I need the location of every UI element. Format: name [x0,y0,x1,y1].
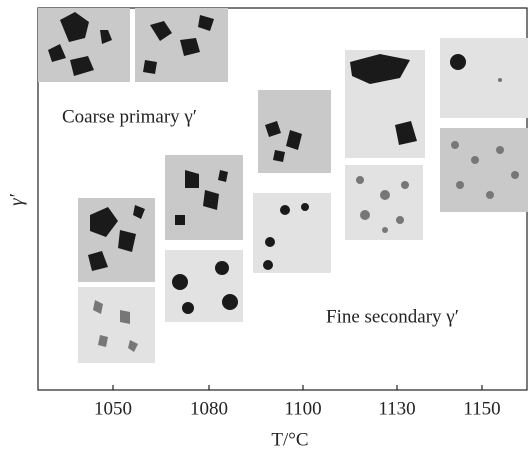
micrographs [38,8,528,363]
x-tick-label: 1150 [463,398,500,419]
x-tick-label: 1080 [190,398,228,419]
x-tick-label: 1100 [284,398,321,419]
annotation: Coarse primary γ′ [62,106,197,127]
annotation: Fine secondary γ′ [326,306,459,327]
x-tick-label: 1050 [94,398,132,419]
y-axis-label: γ′ [6,193,27,205]
x-axis-label: T/°C [271,429,308,450]
x-tick-label: 1130 [378,398,415,419]
